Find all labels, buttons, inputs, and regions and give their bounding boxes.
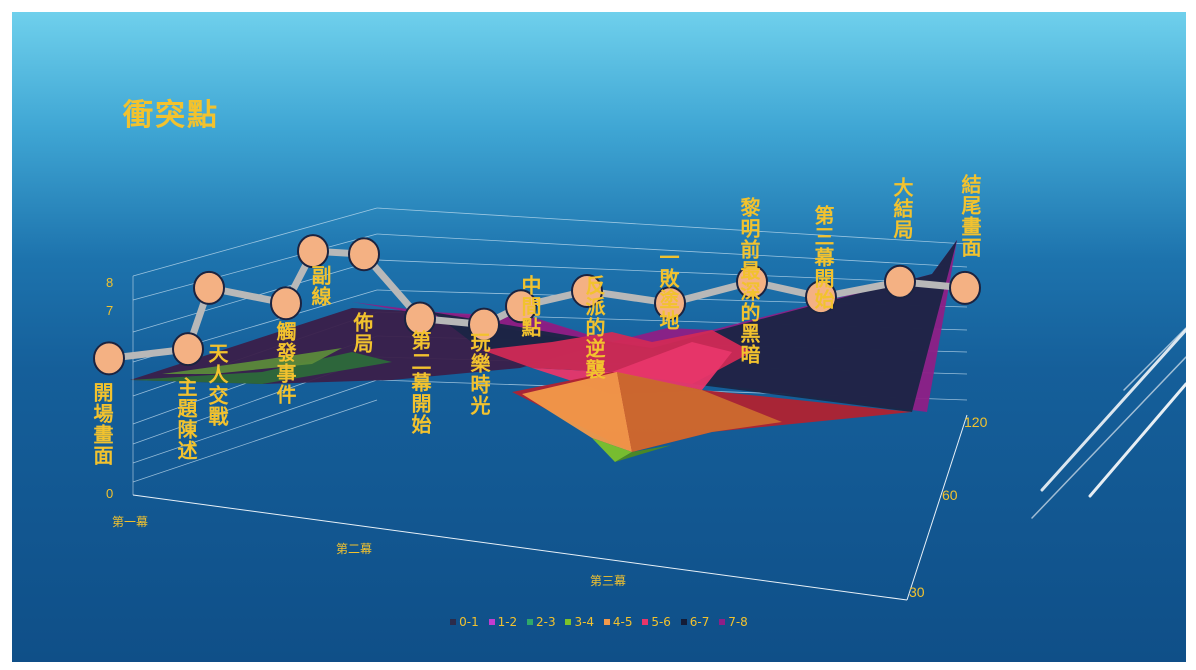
point-label: 佈局: [350, 312, 374, 354]
data-point-marker: [949, 270, 981, 305]
point-label: 第二幕開始: [408, 330, 432, 435]
legend: 0-1 1-2 2-3 3-4 4-5 5-6 6-7 7-8: [12, 614, 1186, 629]
data-point-marker: [736, 264, 768, 299]
grid-line: [132, 379, 378, 464]
x-axis-line: [132, 494, 908, 601]
data-point-marker: [93, 341, 125, 376]
surface-band: [522, 372, 632, 452]
decorative-lines: [1031, 327, 1186, 519]
grid-line: [376, 259, 968, 285]
point-label: 副線: [308, 265, 332, 307]
legend-item: 6-7: [680, 615, 710, 629]
legend-item: 3-4: [565, 615, 594, 629]
legend-label: 3-4: [574, 615, 595, 629]
grid-line: [132, 233, 378, 301]
legend-item: 4-5: [603, 615, 633, 629]
legend-item: 7-8: [719, 615, 748, 629]
z-tick-label: 0: [106, 486, 113, 501]
data-point-marker: [404, 301, 436, 336]
legend-swatch: [488, 619, 495, 625]
data-point-marker: [270, 286, 302, 321]
point-label: 大結局: [890, 177, 914, 240]
legend-swatch: [450, 619, 457, 625]
legend-label: 1-2: [497, 615, 518, 629]
point-label: 反派的逆襲: [582, 275, 606, 380]
legend-item: 5-6: [642, 615, 671, 629]
data-point-marker: [172, 332, 204, 367]
data-point-marker: [805, 280, 837, 315]
legend-swatch: [680, 619, 687, 625]
point-label: 開場畫面: [90, 382, 114, 466]
point-label: 天人交戰: [205, 343, 229, 427]
surface-band: [592, 438, 632, 462]
z-tick-label: 8: [106, 275, 113, 290]
legend-swatch: [527, 619, 534, 625]
data-point-marker: [468, 307, 500, 342]
point-label: 中間點: [518, 275, 542, 338]
legend-item: 1-2: [488, 615, 518, 629]
legend-label: 5-6: [651, 615, 671, 629]
grid-line: [132, 207, 378, 277]
data-point-marker: [297, 234, 329, 269]
grid-line: [132, 399, 378, 483]
grid-line: [376, 207, 968, 245]
legend-swatch: [642, 619, 649, 625]
legend-item: 0-1: [450, 615, 479, 629]
legend-label: 2-3: [536, 615, 556, 629]
x-category-label: 第一幕: [112, 515, 148, 529]
conflict-line: [93, 234, 981, 376]
legend-swatch: [603, 619, 610, 625]
data-point-marker: [884, 264, 916, 299]
surface-band: [162, 348, 342, 374]
z-tick-label: 7: [106, 303, 113, 318]
surface-band: [130, 352, 392, 384]
x-category-label: 第三幕: [590, 574, 626, 588]
legend-item: 2-3: [527, 615, 556, 629]
slide: 衝突點 0 7 8 第一幕第二幕第三幕 30 60 120 開場畫面 主題陳述 天人交戰 觸發事件…: [12, 12, 1186, 662]
data-point-marker: [654, 286, 686, 321]
data-point-marker: [348, 237, 380, 272]
grid-line: [376, 233, 968, 268]
x-category-label: 第二幕: [336, 542, 372, 556]
point-label: 觸發事件: [273, 321, 297, 405]
point-label: 結尾畫面: [958, 174, 982, 258]
legend-label: 0-1: [459, 615, 479, 629]
y-tick-label: 30: [909, 584, 925, 600]
legend-label: 7-8: [728, 615, 748, 629]
y-tick-label: 60: [942, 487, 958, 503]
data-point-marker: [193, 270, 225, 305]
point-label: 第三幕開始: [811, 205, 835, 310]
point-label: 主題陳述: [174, 377, 198, 461]
legend-label: 4-5: [612, 615, 633, 629]
surface-band: [617, 372, 782, 452]
point-label: 一敗塗地: [656, 247, 680, 331]
y-tick-label: 120: [964, 414, 988, 430]
legend-swatch: [565, 619, 572, 625]
legend-swatch: [719, 619, 726, 625]
y-axis-line: [906, 414, 968, 601]
chart-title: 衝突點: [123, 98, 219, 133]
data-point-marker: [505, 289, 537, 324]
data-point-marker: [571, 273, 603, 308]
point-label: 玩樂時光: [467, 332, 491, 416]
legend-label: 6-7: [689, 615, 710, 629]
point-label: 黎明前最深的黑暗: [737, 197, 761, 365]
surface-band: [615, 445, 672, 462]
